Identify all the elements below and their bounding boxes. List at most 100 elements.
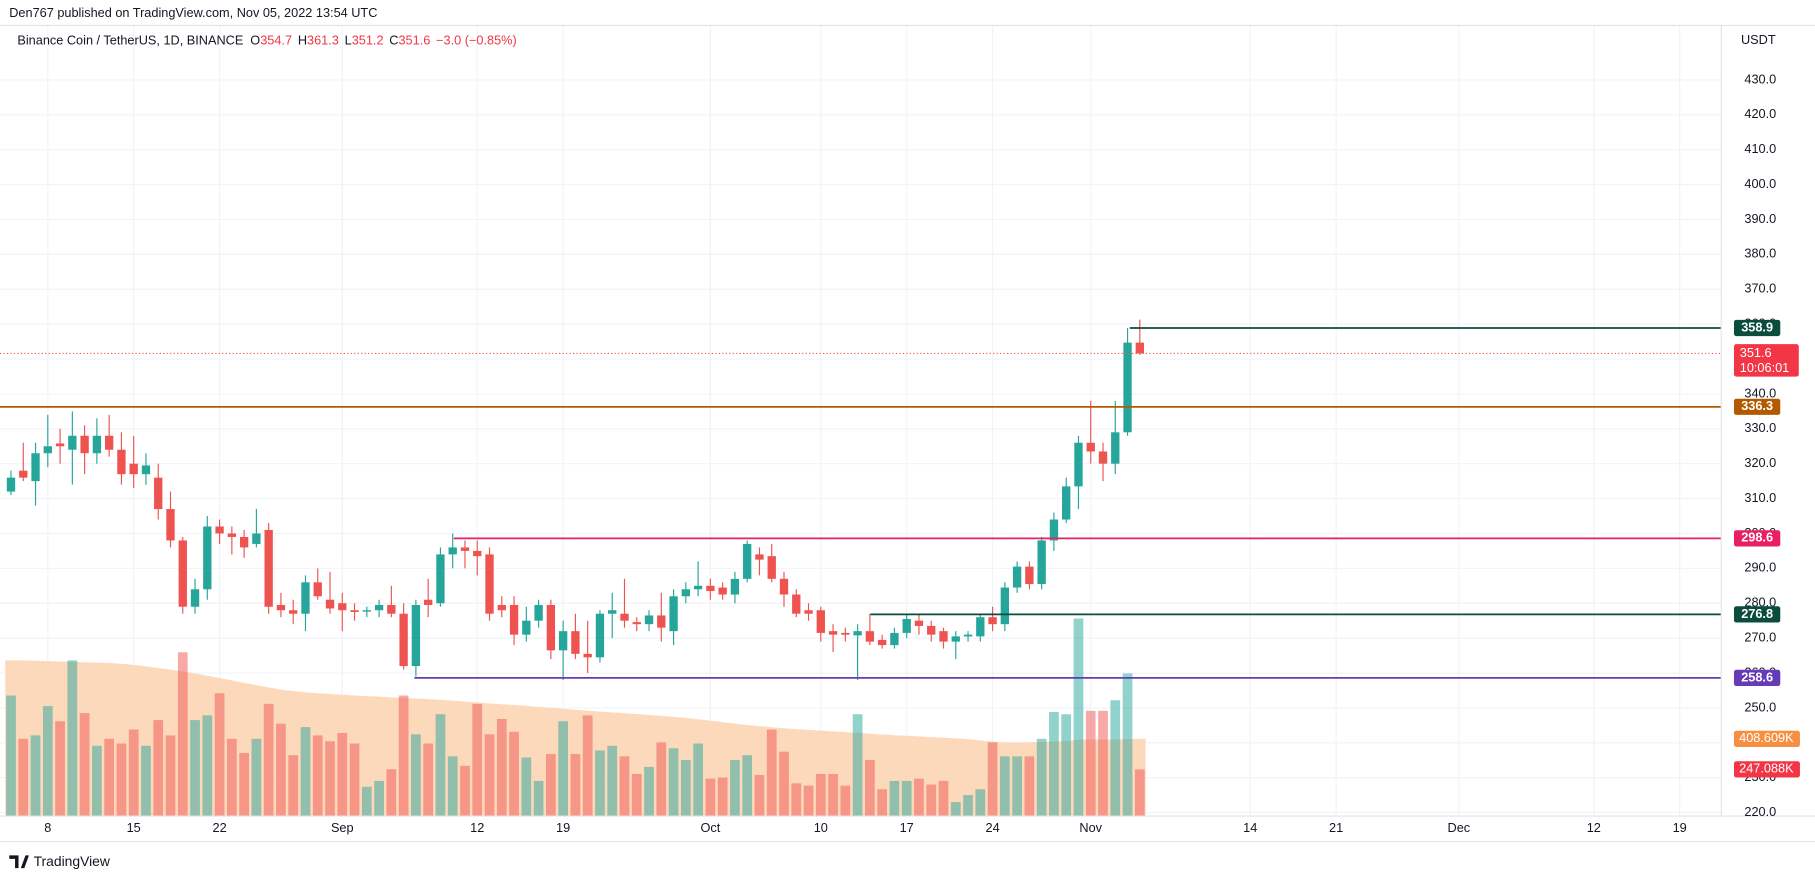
volume-bar	[42, 706, 53, 817]
candle-body	[460, 547, 470, 551]
legend-letter: L	[345, 33, 352, 48]
volume-bar	[435, 714, 446, 817]
volume-bar	[300, 727, 311, 817]
x-tick-label: 22	[213, 820, 227, 835]
y-tick-label: 370.0	[1744, 281, 1776, 296]
y-tick-label: 390.0	[1744, 211, 1776, 226]
volume-bar	[754, 775, 765, 817]
y-tick-label: 380.0	[1744, 246, 1776, 261]
y-tick-label: 330.0	[1744, 420, 1776, 435]
candle-body	[68, 435, 77, 450]
candle-body	[252, 533, 261, 544]
candle-body	[718, 587, 727, 595]
candle-body	[19, 470, 28, 478]
volume-bar	[521, 757, 532, 817]
y-tick-label: 410.0	[1744, 141, 1776, 156]
candle-body	[914, 620, 924, 626]
candle-body	[939, 631, 948, 642]
volume-bar	[975, 789, 986, 817]
legend-change: −3.0 (−0.85%)	[436, 33, 517, 48]
volume-bar	[607, 745, 618, 817]
candle-body	[1049, 519, 1059, 541]
x-tick-label: 24	[985, 820, 999, 835]
volume-bar	[349, 743, 360, 817]
candle-body	[693, 585, 703, 590]
legend-letter: O	[250, 33, 260, 48]
volume-bar	[914, 778, 924, 817]
volume-bar	[1110, 700, 1121, 817]
volume-bar	[1049, 711, 1059, 817]
candle-body	[927, 625, 936, 635]
candle-body	[669, 596, 678, 632]
x-tick-label: Nov	[1079, 820, 1102, 835]
candle-body	[951, 636, 960, 642]
candle-body	[239, 536, 249, 548]
level-label-bg	[1733, 669, 1781, 687]
volume-bar	[631, 773, 642, 817]
volume-bar	[717, 777, 728, 817]
y-tick-label: 250.0	[1744, 699, 1776, 714]
volume-bar	[325, 741, 335, 817]
volume-bar	[374, 780, 384, 817]
candle-body	[779, 578, 789, 595]
x-tick-label: Dec	[1448, 820, 1471, 835]
volume-bar	[6, 695, 16, 817]
candle-body	[546, 604, 556, 651]
y-tick-label: 290.0	[1744, 560, 1776, 575]
y-tick-label: 280.0	[1744, 595, 1776, 610]
candle-body	[448, 547, 457, 555]
volume-bar	[496, 718, 507, 817]
level-label: 258.6	[1741, 669, 1773, 684]
price-axis-bg	[1721, 25, 1815, 842]
last-price-label: 351.6	[1740, 345, 1772, 360]
x-tick-label: Oct	[700, 820, 720, 835]
candle-body	[227, 533, 237, 537]
candle-body	[743, 543, 752, 579]
volume-bar	[202, 715, 213, 817]
x-tick-label: 12	[1587, 820, 1601, 835]
candle-body	[558, 631, 568, 651]
candle-body	[644, 615, 654, 625]
volume-bar	[18, 738, 29, 817]
volume-bar	[116, 743, 127, 817]
candle-body	[31, 453, 40, 482]
candle-body	[853, 631, 862, 636]
volume-bar	[361, 786, 372, 817]
published-note: Den767 published on TradingView.com, Nov…	[9, 5, 377, 20]
candle-body	[264, 529, 273, 607]
volume-ma-label-bg	[1733, 730, 1800, 747]
candle-body	[571, 631, 580, 654]
candle-body	[350, 610, 359, 612]
volume-bar	[165, 735, 176, 817]
volume-bar	[312, 735, 323, 817]
volume-bar	[644, 766, 654, 817]
volume-bar	[779, 751, 789, 817]
x-tick-label: 12	[470, 820, 484, 835]
candle-body	[1098, 451, 1108, 464]
volume-bar	[766, 729, 777, 817]
logo-text: TradingView	[34, 853, 111, 869]
level-label-bg	[1733, 530, 1781, 547]
candle-body	[154, 477, 163, 510]
volume-bar	[423, 743, 434, 817]
volume-bar	[177, 652, 188, 817]
legend-value: 351.6	[398, 33, 430, 48]
volume-bar	[1036, 738, 1047, 817]
candle-body	[141, 465, 151, 475]
volume-bar	[92, 745, 102, 817]
candle-body	[92, 435, 102, 454]
candle-body	[497, 604, 506, 611]
candle-body	[362, 610, 371, 612]
y-tick-label: 310.0	[1744, 490, 1776, 505]
candle-body	[608, 610, 617, 614]
candle-body	[178, 540, 187, 607]
candle-body	[841, 632, 850, 635]
volume-label-bg	[1733, 761, 1800, 778]
volume-bar	[239, 752, 249, 817]
last-price-bg	[1733, 344, 1799, 377]
volume-bar	[1098, 710, 1108, 817]
candle-body	[522, 620, 531, 635]
candle-body	[411, 604, 421, 667]
candle-body	[804, 610, 813, 614]
